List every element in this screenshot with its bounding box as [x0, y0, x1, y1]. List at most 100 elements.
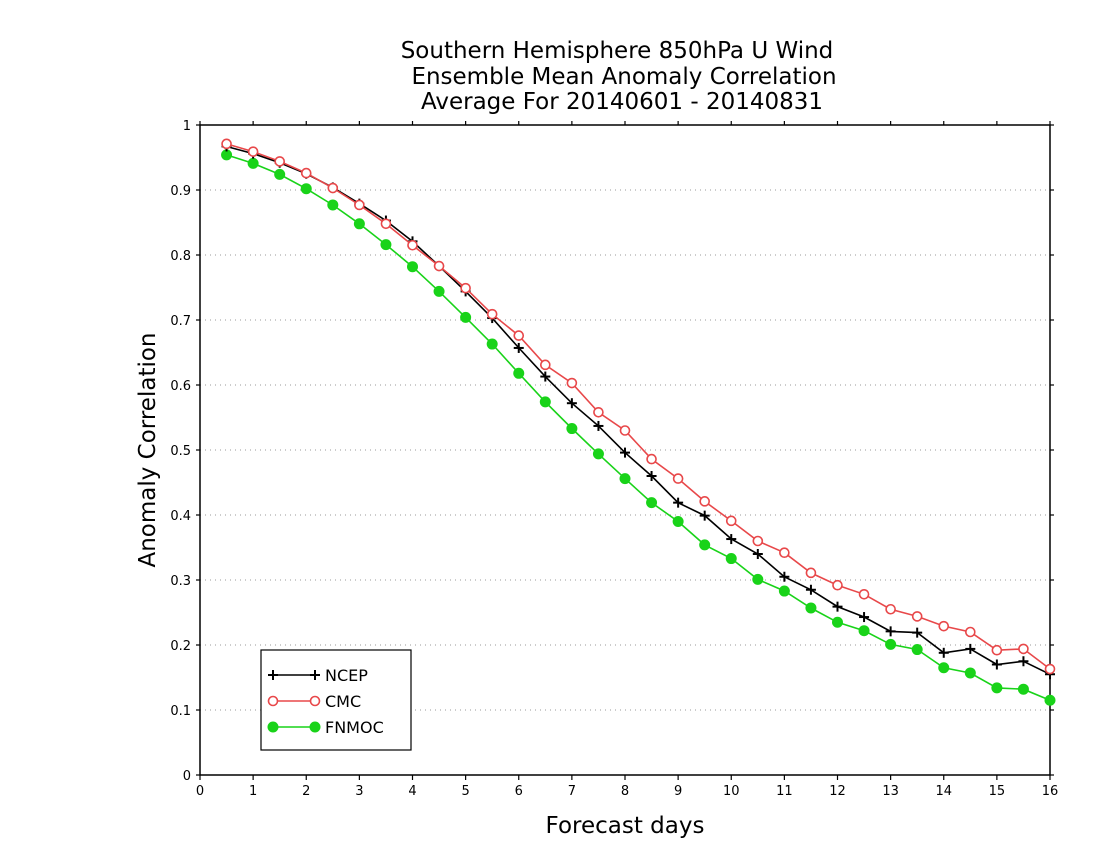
point-cmc-18 [699, 496, 710, 507]
point-ncep-30 [1018, 656, 1029, 667]
legend: NCEP CMC FNMOC [260, 649, 412, 751]
point-fnmoc-24 [858, 625, 870, 637]
x-tick-label-1: 1 [249, 784, 257, 799]
y-tick-label-8: 0.8 [170, 249, 191, 264]
x-axis-title: Forecast days [546, 813, 705, 839]
point-ncep-28 [965, 643, 976, 654]
point-fnmoc-29 [991, 682, 1003, 694]
point-fnmoc-10 [486, 338, 498, 350]
x-tick-label-6: 6 [515, 784, 523, 799]
point-cmc-1 [247, 146, 259, 157]
x-tick-label-0: 0 [196, 784, 204, 799]
point-cmc-7 [407, 239, 418, 251]
chart-title: Southern Hemisphere 850hPa U Wind Ensemb… [401, 38, 837, 115]
point-fnmoc-8 [433, 285, 445, 297]
point-ncep-15 [620, 447, 630, 458]
y-tick-label-6: 0.6 [170, 379, 191, 394]
point-cmc-10 [486, 308, 498, 320]
legend-marker-left-ncep [268, 670, 278, 680]
x-tick-label-10: 10 [723, 784, 740, 799]
point-fnmoc-6 [380, 239, 392, 251]
point-fnmoc-26 [911, 644, 923, 656]
point-fnmoc-31 [1044, 694, 1056, 706]
point-fnmoc-3 [300, 183, 312, 195]
y-tick-label-0: 0 [183, 769, 191, 784]
point-ncep-23 [832, 601, 843, 612]
point-fnmoc-15 [619, 473, 631, 485]
chart-title-line-3: Average For 20140601 - 20140831 [421, 89, 823, 115]
legend-item-fnmoc: FNMOC [267, 718, 384, 737]
point-cmc-23 [832, 579, 843, 591]
y-tick-label-9: 0.9 [170, 184, 191, 199]
x-tick-label-4: 4 [408, 784, 416, 799]
series-cmc [221, 138, 1056, 675]
legend-item-ncep: NCEP [268, 666, 368, 685]
point-cmc-12 [540, 359, 551, 371]
point-cmc-27 [938, 620, 950, 632]
point-fnmoc-25 [885, 638, 897, 650]
point-fnmoc-1 [247, 157, 259, 169]
point-cmc-9 [460, 282, 471, 294]
point-ncep-24 [859, 612, 870, 623]
point-cmc-4 [327, 182, 339, 194]
point-fnmoc-20 [752, 573, 764, 585]
point-cmc-15 [619, 425, 631, 436]
point-ncep-19 [726, 534, 737, 545]
point-fnmoc-4 [327, 199, 339, 211]
point-ncep-27 [938, 647, 949, 658]
y-tick-label-1: 0.1 [170, 704, 191, 719]
legend-marker-right-ncep [310, 670, 320, 680]
point-cmc-26 [911, 611, 923, 622]
legend-box [260, 649, 412, 751]
point-cmc-2 [274, 156, 285, 167]
point-fnmoc-17 [672, 516, 684, 527]
point-cmc-28 [965, 626, 976, 638]
point-ncep-29 [991, 659, 1002, 670]
legend-marker-left-fnmoc [267, 721, 279, 733]
point-cmc-17 [672, 473, 684, 484]
point-cmc-31 [1044, 663, 1056, 675]
chart-title-line-1: Southern Hemisphere 850hPa U Wind [401, 38, 834, 64]
point-fnmoc-22 [805, 602, 817, 614]
point-cmc-0 [221, 138, 232, 150]
series-line-ncep [226, 145, 1051, 676]
legend-marker-right-cmc [309, 695, 321, 707]
point-cmc-24 [858, 588, 870, 600]
point-ncep-20 [752, 549, 763, 559]
point-ncep-18 [699, 510, 710, 521]
point-cmc-5 [354, 199, 365, 211]
point-ncep-25 [885, 626, 896, 637]
point-fnmoc-21 [778, 585, 790, 597]
point-ncep-13 [566, 398, 577, 409]
point-cmc-8 [433, 260, 445, 272]
y-tick-label-2: 0.2 [170, 639, 191, 654]
point-cmc-29 [991, 644, 1003, 656]
point-ncep-11 [513, 342, 524, 353]
point-cmc-21 [779, 547, 790, 559]
point-cmc-22 [805, 567, 817, 579]
x-tick-label-15: 15 [989, 784, 1006, 799]
chart-title-line-2: Ensemble Mean Anomaly Correlation [411, 64, 836, 90]
legend-marker-right-fnmoc [309, 721, 321, 733]
point-fnmoc-14 [592, 448, 604, 460]
point-ncep-14 [593, 420, 604, 431]
series-fnmoc [221, 149, 1056, 706]
x-tick-label-7: 7 [568, 784, 576, 799]
point-ncep-22 [805, 584, 816, 595]
point-fnmoc-27 [938, 662, 950, 674]
x-tick-label-3: 3 [355, 784, 363, 799]
series-line-cmc [226, 143, 1051, 670]
point-fnmoc-13 [566, 423, 578, 435]
y-tick-label-5: 0.5 [170, 444, 191, 459]
point-fnmoc-11 [513, 367, 525, 379]
y-tick-label-3: 0.3 [170, 574, 191, 589]
legend-marker-left-cmc [267, 695, 279, 707]
point-cmc-19 [725, 515, 737, 527]
point-cmc-20 [752, 535, 764, 547]
point-ncep-21 [779, 571, 790, 582]
point-ncep-12 [540, 371, 551, 382]
point-fnmoc-7 [407, 261, 418, 273]
point-fnmoc-12 [539, 396, 551, 408]
data-series [221, 138, 1056, 706]
